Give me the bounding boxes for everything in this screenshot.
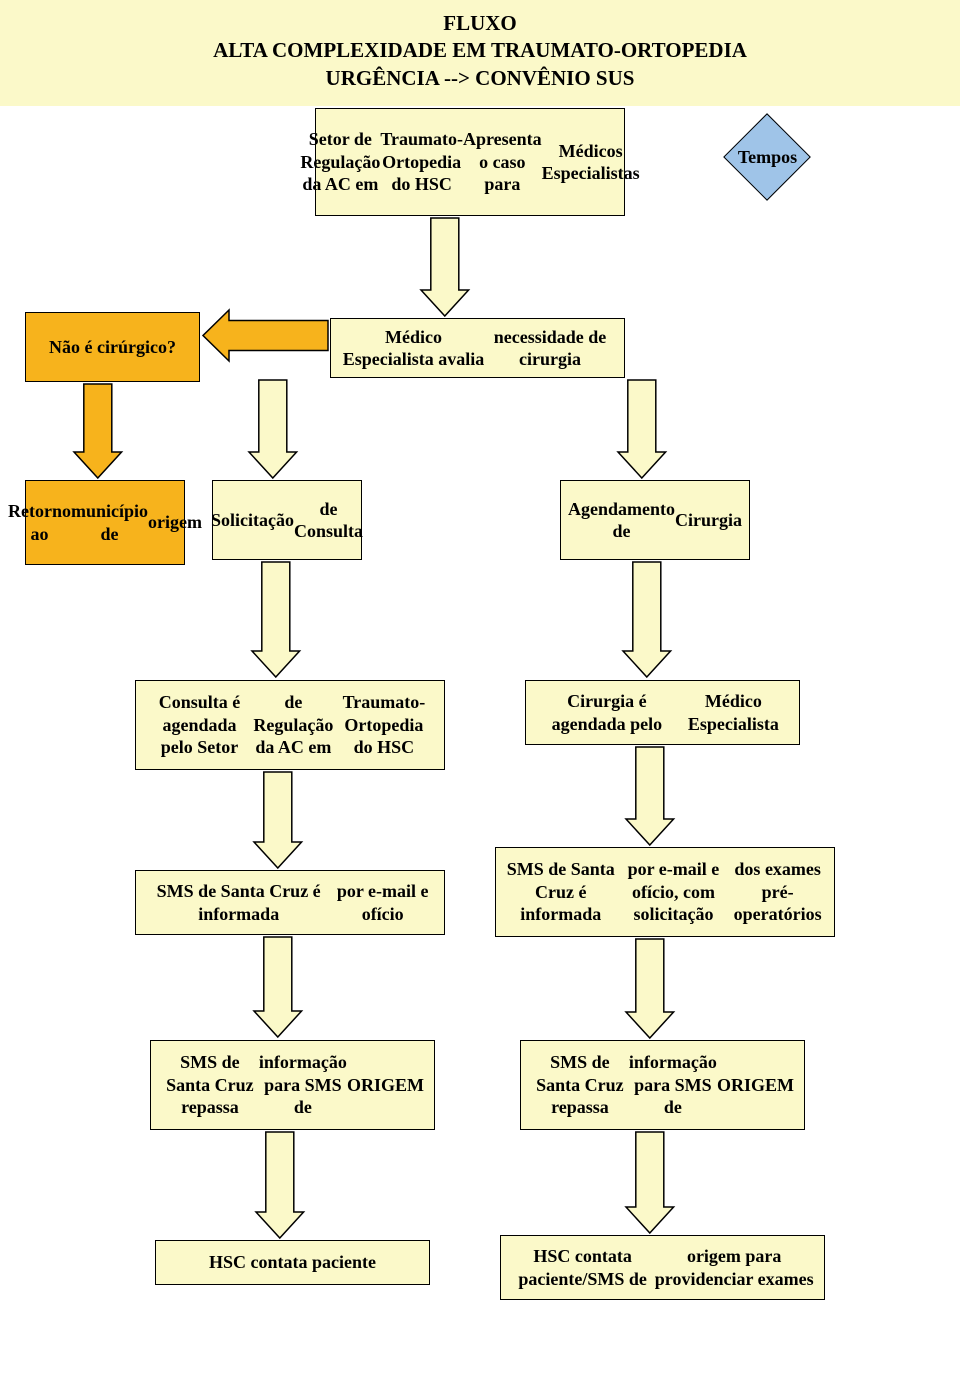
arrow-down — [623, 562, 671, 677]
node-hsc_left: HSC contata paciente — [155, 1240, 430, 1285]
node-tempos: Tempos — [720, 125, 815, 190]
arrow-left — [203, 310, 328, 361]
node-label-tempos: Tempos — [720, 125, 815, 190]
arrow-down — [618, 380, 666, 478]
node-sms_left: SMS de Santa Cruz é informadapor e-mail … — [135, 870, 445, 935]
node-agendamento: Agendamento deCirurgia — [560, 480, 750, 560]
arrow-down — [252, 562, 300, 677]
node-avalia: Médico Especialista avalianecessidade de… — [330, 318, 625, 378]
node-repassa_right: SMS de Santa Cruz repassainformação para… — [520, 1040, 805, 1130]
title-line-3: URGÊNCIA --> CONVÊNIO SUS — [0, 65, 960, 92]
arrow-down — [421, 218, 469, 316]
arrow-down — [249, 380, 297, 478]
node-repassa_left: SMS de Santa Cruz repassainformação para… — [150, 1040, 435, 1130]
arrow-down — [626, 747, 674, 845]
node-solicitacao: Solicitaçãode Consulta — [212, 480, 362, 560]
node-retorno: Retorno aomunicípio deorigem — [25, 480, 185, 565]
arrow-down — [254, 772, 302, 868]
arrow-down — [74, 384, 122, 478]
arrow-down — [626, 1132, 674, 1233]
arrow-down — [626, 939, 674, 1038]
title-line-1: FLUXO — [0, 10, 960, 37]
node-sector: Setor de Regulação da AC emTraumato-Orto… — [315, 108, 625, 216]
node-hsc_right: HSC contata paciente/SMS deorigem para p… — [500, 1235, 825, 1300]
arrow-down — [254, 937, 302, 1037]
node-consulta_agendada: Consulta é agendada pelo Setorde Regulaç… — [135, 680, 445, 770]
node-nao_cirurgico: Não é cirúrgico? — [25, 312, 200, 382]
flowchart-title: FLUXO ALTA COMPLEXIDADE EM TRAUMATO-ORTO… — [0, 0, 960, 106]
node-cirurgia_agendada: Cirurgia é agendada peloMédico Especiali… — [525, 680, 800, 745]
title-line-2: ALTA COMPLEXIDADE EM TRAUMATO-ORTOPEDIA — [0, 37, 960, 64]
node-sms_right: SMS de Santa Cruz é informadapor e-mail … — [495, 847, 835, 937]
arrow-down — [256, 1132, 304, 1238]
